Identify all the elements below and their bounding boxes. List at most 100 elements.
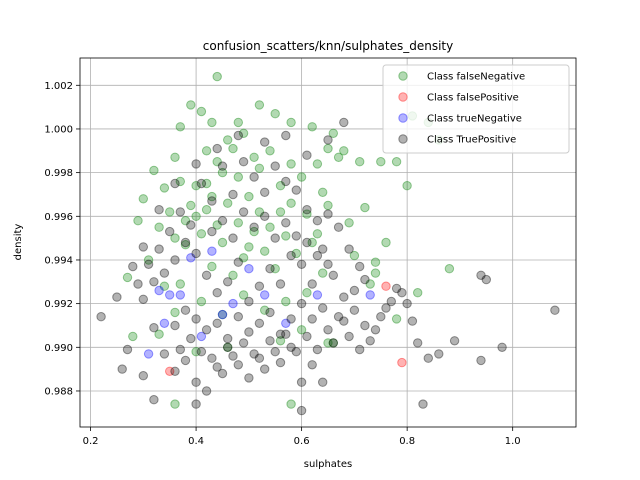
- data-point: [233, 218, 244, 228]
- data-point: [175, 176, 186, 187]
- data-point: [328, 270, 338, 280]
- data-point: [281, 296, 291, 307]
- data-point: [296, 259, 307, 269]
- data-point: [228, 270, 238, 280]
- data-point: [238, 253, 249, 263]
- data-point: [307, 360, 317, 370]
- data-point: [497, 342, 507, 352]
- data-point: [138, 294, 149, 304]
- data-point: [286, 342, 296, 352]
- data-point: [191, 347, 201, 357]
- series-3: [96, 117, 560, 416]
- data-point: [170, 399, 180, 409]
- data-point: [223, 333, 233, 344]
- data-point: [381, 281, 391, 291]
- data-point: [191, 248, 201, 259]
- data-point: [244, 373, 254, 383]
- data-point: [260, 137, 270, 147]
- data-point: [249, 152, 259, 163]
- data-point: [391, 283, 402, 294]
- data-point: [365, 279, 375, 289]
- data-point: [323, 209, 333, 219]
- data-point: [196, 296, 207, 307]
- data-point: [175, 122, 186, 132]
- data-point: [286, 314, 296, 324]
- data-point: [344, 244, 354, 254]
- data-point: [302, 237, 312, 248]
- data-point: [270, 161, 280, 171]
- x-tick-label: 1.0: [505, 436, 521, 447]
- legend-marker: [398, 71, 408, 81]
- data-point: [312, 159, 323, 169]
- data-point: [355, 344, 365, 355]
- data-point: [165, 290, 175, 300]
- data-point: [238, 207, 249, 217]
- data-point: [170, 178, 180, 189]
- data-point: [402, 298, 412, 309]
- chart-title: confusion_scatters/knn/sulphates_density: [203, 39, 453, 53]
- data-point: [296, 377, 307, 387]
- data-point: [143, 349, 154, 359]
- data-point: [217, 161, 228, 171]
- data-point: [323, 338, 333, 348]
- data-point: [207, 353, 217, 363]
- data-point: [233, 117, 244, 128]
- data-point: [270, 347, 280, 357]
- data-point: [180, 355, 191, 366]
- legend-label: Class falsePositive: [427, 93, 519, 104]
- data-point: [365, 290, 375, 300]
- data-point: [339, 146, 349, 156]
- data-point: [254, 318, 265, 328]
- data-point: [260, 290, 270, 300]
- data-point: [238, 290, 249, 300]
- data-point: [196, 229, 207, 239]
- data-point: [307, 314, 317, 324]
- data-point: [159, 318, 170, 328]
- data-point: [207, 246, 217, 256]
- data-point: [191, 399, 201, 409]
- data-point: [138, 194, 149, 204]
- data-point: [360, 202, 370, 213]
- data-point: [281, 231, 291, 241]
- data-point: [339, 316, 349, 326]
- data-point: [476, 270, 486, 280]
- data-point: [339, 117, 349, 128]
- data-point: [244, 264, 254, 274]
- data-point: [444, 264, 455, 274]
- data-point: [212, 362, 222, 372]
- data-point: [165, 226, 175, 237]
- data-point: [244, 242, 254, 252]
- data-point: [212, 71, 222, 82]
- data-point: [233, 312, 244, 322]
- data-point: [217, 167, 228, 178]
- data-point: [201, 386, 212, 396]
- series-0: [122, 71, 455, 409]
- data-point: [434, 349, 444, 359]
- data-point: [370, 325, 381, 335]
- data-point: [349, 285, 360, 296]
- data-point: [265, 146, 275, 156]
- data-point: [381, 237, 391, 248]
- legend-box: [382, 64, 570, 154]
- data-point: [323, 143, 333, 154]
- y-axis-label: density: [13, 224, 24, 261]
- x-tick-label: 0.4: [188, 436, 204, 447]
- data-point: [323, 200, 333, 211]
- data-point: [265, 222, 275, 232]
- data-point: [180, 240, 191, 250]
- data-point: [201, 205, 212, 215]
- data-point: [143, 259, 154, 269]
- data-point: [170, 320, 180, 331]
- data-point: [212, 220, 222, 230]
- data-point: [201, 146, 212, 156]
- legend-label: Class trueNegative: [427, 114, 522, 125]
- data-point: [270, 233, 280, 243]
- data-point: [233, 130, 244, 141]
- data-point: [370, 257, 381, 267]
- data-point: [249, 222, 259, 232]
- x-tick-label: 0.2: [83, 436, 99, 447]
- data-point: [217, 368, 228, 379]
- data-point: [296, 405, 307, 416]
- data-point: [402, 181, 412, 191]
- data-point: [175, 207, 186, 217]
